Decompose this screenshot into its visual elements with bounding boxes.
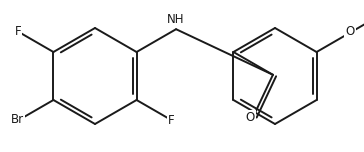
Text: F: F — [15, 25, 21, 38]
Text: O: O — [345, 25, 355, 38]
Text: NH: NH — [167, 13, 185, 26]
Text: Br: Br — [11, 113, 24, 126]
Text: O: O — [246, 111, 255, 124]
Text: F: F — [168, 114, 174, 127]
